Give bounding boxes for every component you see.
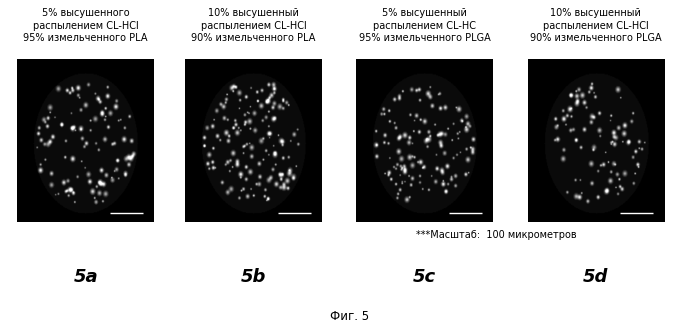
Text: 5% высушенного
распылением CL-HCl
95% измельченного PLA: 5% высушенного распылением CL-HCl 95% из… — [23, 8, 148, 43]
Text: 5c: 5c — [413, 268, 436, 286]
Text: 5d: 5d — [583, 268, 609, 286]
Text: 5b: 5b — [240, 268, 266, 286]
Text: 10% высушенный
распылением CL-HCl
90% измельченного PLGA: 10% высушенный распылением CL-HCl 90% из… — [530, 8, 662, 43]
Text: ***Масштаб:  100 микрометров: ***Масштаб: 100 микрометров — [416, 230, 577, 240]
Text: 10% высушенный
распылением CL-HCl
90% измельченного PLA: 10% высушенный распылением CL-HCl 90% из… — [192, 8, 315, 43]
Text: 5% высушенный
распылением CL-HC
95% измельченного PLGA: 5% высушенный распылением CL-HC 95% изме… — [359, 8, 491, 43]
Text: 5a: 5a — [73, 268, 98, 286]
Text: Фиг. 5: Фиг. 5 — [330, 310, 369, 323]
